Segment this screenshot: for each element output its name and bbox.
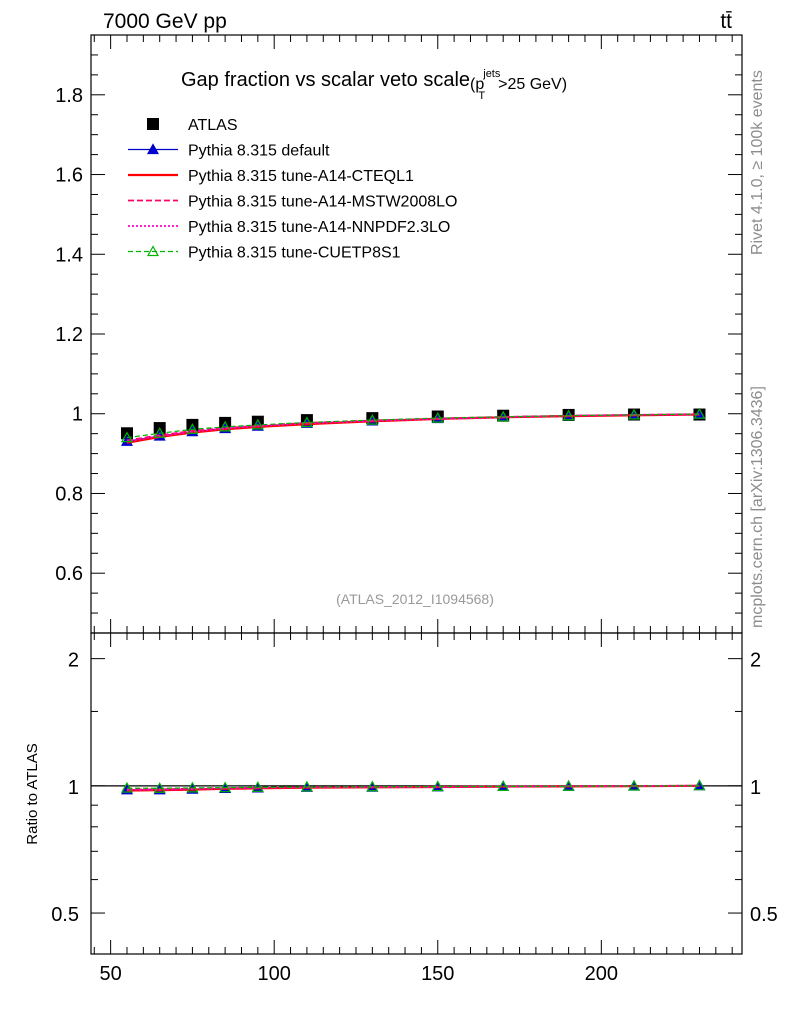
legend-marker-atlas: [147, 118, 159, 130]
ratio-cuetp8s1-point: [251, 781, 264, 792]
main-cuetp8s1-point: [497, 410, 510, 422]
main-ytick-label: 1.2: [55, 324, 83, 346]
process-label: tt̄: [720, 10, 732, 33]
rivet-version-label: Rivet 4.1.0, ≥ 100k events: [749, 70, 766, 255]
legend-entry-mstw: Pythia 8.315 tune-A14-MSTW2008LO: [128, 194, 457, 211]
main-cuetp8s1-point: [153, 427, 166, 438]
main-nnpdf: [126, 413, 700, 443]
ratio-ytick-label: 0.5: [51, 904, 79, 926]
main-cuetp8s1-point: [219, 420, 232, 432]
energy-label: 7000 GeV pp: [103, 10, 227, 33]
chart-title-p: (p: [470, 76, 484, 93]
main-cuetp8s1: [120, 407, 706, 443]
main-cuetp8s1-point: [300, 416, 313, 428]
main-cuetp8s1-point: [431, 411, 444, 423]
ratio-ytick-label: 2: [68, 650, 79, 672]
xtick-label: 150: [421, 963, 454, 985]
xtick-label: 100: [258, 963, 291, 985]
xtick-label: 200: [585, 963, 618, 985]
main-ytick-label: 0.6: [55, 563, 83, 585]
legend-label-cuetp8s1: Pythia 8.315 tune-CUETP8S1: [188, 245, 401, 262]
ratio-ytick-label-right: 2: [750, 650, 761, 672]
ratio-ytick-label-right: 0.5: [750, 904, 778, 926]
main-cuetp8s1-point: [120, 431, 134, 443]
analysis-watermark: (ATLAS_2012_I1094568): [336, 591, 494, 607]
legend-label-mstw: Pythia 8.315 tune-A14-MSTW2008LO: [188, 194, 457, 211]
ratio-ylabel: Ratio to ATLAS: [24, 743, 41, 844]
ratio-cuetp8s1-point: [562, 779, 575, 791]
main-cuetp8s1-point: [693, 407, 706, 419]
chart-title-tail: >25 GeV): [498, 76, 567, 93]
legend-label-cteql1: Pythia 8.315 tune-A14-CTEQL1: [188, 168, 414, 185]
main-default-line: [126, 413, 700, 442]
legend-entry-cuetp8s1: Pythia 8.315 tune-CUETP8S1: [128, 245, 401, 262]
main-ytick-label: 1.4: [55, 244, 83, 266]
ratio-cuetp8s1-line: [126, 785, 700, 789]
main-ytick-label: 1.8: [55, 85, 83, 107]
ratio-cuetp8s1-point: [431, 780, 444, 792]
legend-entry-nnpdf: Pythia 8.315 tune-A14-NNPDF2.3LO: [128, 219, 450, 236]
legend: ATLAS Pythia 8.315 default Pythia 8.315 tu…: [128, 117, 457, 262]
main-mstw-line: [126, 413, 700, 442]
ratio-cuetp8s1-point: [120, 781, 134, 793]
main-cuetp8s1-point: [366, 413, 379, 425]
main-atlas: [120, 408, 706, 440]
legend-entry-cteql1: Pythia 8.315 tune-A14-CTEQL1: [128, 168, 414, 185]
legend-entry-default: Pythia 8.315 default: [128, 143, 330, 160]
chart-title-sup: jets: [482, 68, 501, 80]
main-cuetp8s1-point: [628, 408, 641, 420]
ratio-cuetp8s1-point: [628, 779, 641, 791]
chart-title: Gap fraction vs scalar veto scale(pjets T…: [181, 68, 567, 102]
ratio-ytick-label-right: 1: [750, 777, 761, 799]
mcplots-label: mcplots.cern.ch [arXiv:1306.3436]: [749, 386, 766, 628]
ratio-cuetp8s1-point: [300, 780, 313, 792]
main-ytick-label: 1: [72, 404, 83, 426]
main-ytick-label: 1.6: [55, 165, 83, 187]
ratio-cuetp8s1-point: [153, 782, 166, 793]
legend-marker-cuetp8s1: [146, 245, 160, 257]
ratio-cuetp8s1-point: [497, 780, 510, 792]
main-cuetp8s1-point: [251, 418, 264, 430]
ratio-series-group: [120, 779, 706, 795]
legend-label-atlas: ATLAS: [188, 117, 238, 134]
ratio-cuetp8s1-point: [186, 781, 199, 793]
ratio-axes: 0.5 0.5 1 1 2 2 50 100 150 200: [51, 633, 778, 985]
main-nnpdf-line: [126, 413, 700, 443]
ratio-cuetp8s1-point: [693, 779, 706, 791]
ratio-cuetp8s1-point: [219, 781, 232, 793]
legend-label-nnpdf: Pythia 8.315 tune-A14-NNPDF2.3LO: [188, 219, 450, 236]
ratio-cuetp8s1: [120, 779, 706, 793]
main-cuetp8s1-line: [126, 413, 700, 439]
main-cuetp8s1-point: [562, 409, 575, 421]
legend-marker-default: [146, 143, 160, 155]
main-axes: 0.6 0.8 1 1.2 1.4 1.6 1.8: [55, 35, 742, 633]
ratio-ytick-label: 1: [68, 777, 79, 799]
chart-title-main: Gap fraction vs scalar veto scale: [181, 69, 470, 91]
chart-title-sub: T: [478, 90, 485, 102]
xtick-label: 50: [100, 963, 122, 985]
legend-label-default: Pythia 8.315 default: [188, 143, 330, 160]
main-ytick-label: 0.8: [55, 483, 83, 505]
ratio-panel-frame: [90, 632, 743, 955]
main-series-group: [120, 407, 706, 446]
main-cuetp8s1-point: [186, 423, 199, 434]
main-mstw: [126, 413, 700, 442]
legend-entry-atlas: ATLAS: [147, 117, 238, 134]
ratio-cuetp8s1-point: [366, 780, 379, 792]
